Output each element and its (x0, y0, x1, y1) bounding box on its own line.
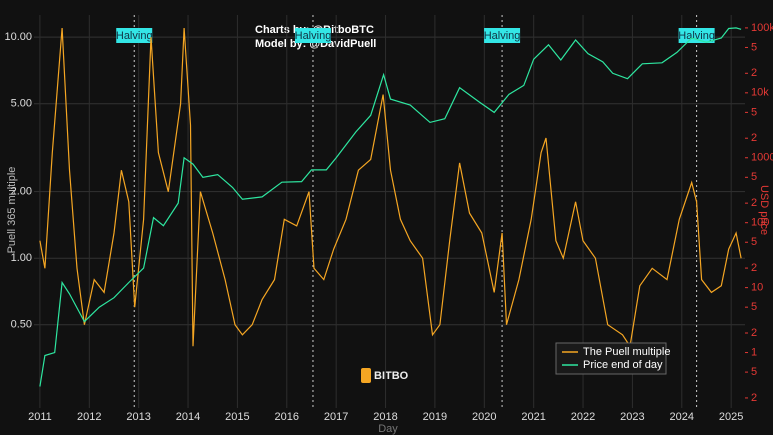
x-tick-label: 2017 (324, 411, 348, 423)
y2-axis-label: USD price (758, 185, 770, 235)
x-tick-label: 2011 (28, 411, 52, 423)
x-tick-label: 2013 (126, 411, 150, 423)
y2-tick-label: 2 (751, 262, 757, 274)
halving-label: Halving (116, 30, 153, 42)
y2-tick-label: 2 (751, 327, 757, 339)
halving-label: Halving (295, 30, 332, 42)
x-tick-label: 2025 (719, 411, 743, 423)
y2-tick-label: 5 (751, 366, 757, 378)
x-tick-label: 2023 (620, 411, 644, 423)
y2-tick-label: 5 (751, 41, 757, 53)
y2-tick-label: 2 (751, 132, 757, 144)
y-tick-label: 2.00 (11, 186, 32, 198)
y-tick-label: 1.00 (11, 252, 32, 264)
y2-tick-label: 5 (751, 106, 757, 118)
x-tick-label: 2016 (275, 411, 299, 423)
legend-label: The Puell multiple (583, 346, 670, 358)
credit: Model by: @DavidPuell (255, 38, 376, 50)
y2-tick-label: 5 (751, 171, 757, 183)
halving-label: Halving (678, 30, 715, 42)
y2-tick-label: 5 (751, 301, 757, 313)
x-tick-label: 2018 (373, 411, 397, 423)
x-axis-label: Day (378, 423, 398, 435)
y-tick-label: 5.00 (11, 98, 32, 110)
legend-box (555, 342, 667, 375)
watermark: BITBO (374, 370, 409, 382)
y2-tick-label: 100 (751, 217, 769, 229)
x-tick-label: 2015 (225, 411, 249, 423)
x-tick-label: 2019 (423, 411, 447, 423)
x-tick-label: 2022 (571, 411, 595, 423)
halving-box (484, 28, 521, 43)
x-tick-label: 2012 (77, 411, 101, 423)
x-tick-label: 2021 (521, 411, 545, 423)
y-tick-label: 0.50 (11, 319, 32, 331)
halving-box (116, 28, 153, 43)
legend-label: Price end of day (583, 359, 663, 371)
y2-tick-label: 100k (751, 22, 773, 34)
y2-tick-label: 2 (751, 197, 757, 209)
halving-box (678, 28, 715, 43)
series-line (39, 27, 742, 387)
watermark-icon (361, 368, 371, 383)
y-axis-label: Puell 365 multiple (6, 167, 18, 254)
x-tick-label: 2020 (472, 411, 496, 423)
y2-tick-label: 2 (751, 67, 757, 79)
y2-tick-label: 10k (751, 87, 769, 99)
y2-tick-label: 1000 (751, 152, 773, 164)
y-tick-label: 10.00 (4, 31, 32, 43)
x-tick-label: 2014 (176, 411, 200, 423)
y2-tick-label: 2 (751, 392, 757, 404)
y2-tick-label: 1 (751, 346, 757, 358)
y2-tick-label: 5 (751, 236, 757, 248)
series-line (39, 27, 742, 348)
x-tick-label: 2024 (670, 411, 694, 423)
y2-tick-label: 10 (751, 282, 763, 294)
halving-box (294, 28, 331, 43)
halving-label: Halving (484, 30, 521, 42)
